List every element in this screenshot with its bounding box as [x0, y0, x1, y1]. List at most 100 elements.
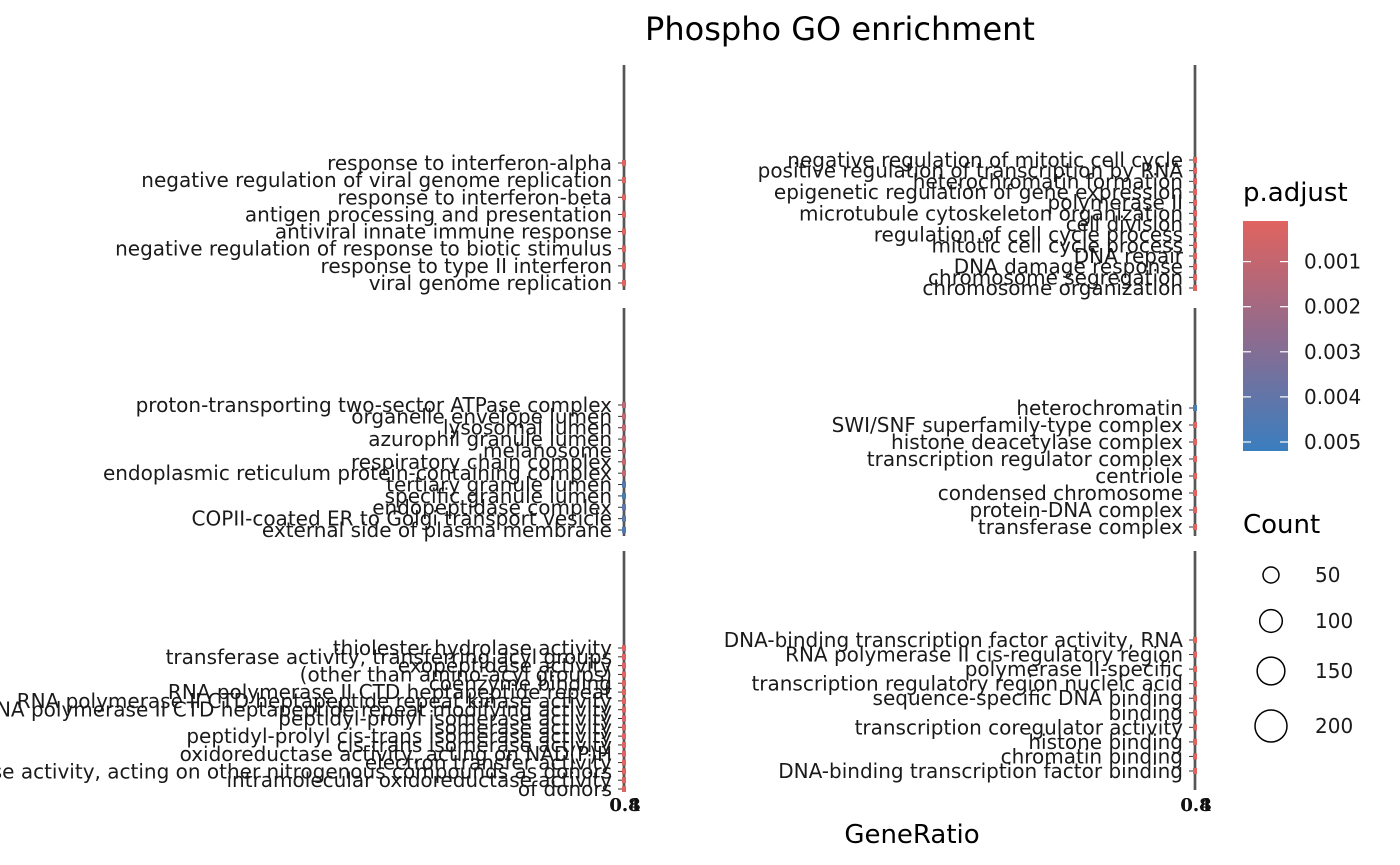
data-point [622, 750, 626, 757]
data-point [1193, 738, 1197, 745]
data-point [622, 413, 626, 420]
y-tick-label: oxidoreductase activity, acting on other… [0, 759, 612, 783]
y-tick-label: RNA polymerase II CTD heptapeptide repea… [0, 698, 612, 722]
y-tick-label: COPII-coated ER to Golgi transport vesic… [192, 507, 612, 531]
size-key-circle [1256, 656, 1286, 686]
data-point [622, 662, 626, 669]
y-tick-label: regulation of cell cycle process [874, 223, 1183, 247]
color-tick-label: 0.002 [1304, 295, 1361, 319]
y-tick-label: negative regulation of viral genome repl… [141, 168, 612, 192]
y-tick-label: lysosomal lumen [443, 416, 612, 440]
data-point [1193, 637, 1197, 643]
size-key-label: 50 [1315, 563, 1340, 587]
data-point [1193, 422, 1197, 428]
data-point [622, 527, 626, 533]
y-tick-label: RNA polymerase II CTD heptapeptide repea… [17, 689, 612, 713]
legend: p.adjust 0.001 0.002 0.003 0.004 0.005 Count… [1243, 178, 1361, 743]
y-tick-label: transferase activity, transferring acyl … [166, 645, 612, 669]
data-point [1193, 666, 1197, 673]
data-point [1193, 210, 1197, 217]
data-point [622, 280, 626, 286]
size-key-label: 100 [1315, 609, 1353, 633]
y-tick-label: DNA repair [1074, 244, 1184, 268]
data-point [1193, 221, 1197, 227]
y-tick-label: epigenetic regulation of gene expression [774, 180, 1183, 204]
y-tick-label: histone binding [1028, 730, 1183, 754]
data-point [1193, 189, 1197, 195]
data-point [622, 715, 626, 722]
y-tick-label: transcription regulatory region nucleic … [751, 672, 1183, 696]
y-tick-label: azurophil granule lumen [368, 427, 612, 451]
y-tick-label: centriole [1095, 464, 1183, 488]
y-tick-label: response to interferon-alpha [327, 151, 612, 175]
data-point [622, 177, 626, 184]
data-point [1193, 405, 1197, 411]
data-point [622, 447, 626, 454]
data-point [1193, 285, 1197, 291]
y-tick-label: binding [1108, 701, 1183, 725]
data-point [1193, 242, 1197, 249]
data-point [622, 470, 626, 477]
y-tick-label: external side of plasma membrane [262, 518, 612, 542]
y-tick-label: endoplasmic reticulum protein-containing… [103, 461, 612, 485]
color-legend-bar [1243, 221, 1288, 451]
data-point [1193, 199, 1197, 206]
data-point [622, 706, 626, 713]
data-point [622, 245, 626, 252]
color-tick-label: 0.004 [1304, 385, 1361, 409]
data-point [622, 194, 626, 201]
chart-title: Phospho GO enrichment [645, 10, 1035, 48]
y-tick-label: chromosome segregation [928, 265, 1183, 289]
x-axis-title: GeneRatio [844, 820, 979, 850]
data-point [622, 653, 626, 660]
data-point [622, 697, 626, 704]
data-point [622, 262, 626, 269]
color-tick-label: 0.003 [1304, 340, 1361, 364]
x-tick-label: 0.8 [609, 795, 640, 816]
size-key-circle [1262, 566, 1280, 584]
data-point [1193, 456, 1197, 462]
y-tick-label: cis-trans isomerase activity [337, 733, 612, 757]
data-point [622, 481, 626, 488]
data-point [622, 160, 626, 166]
y-tick-label: protein-DNA complex [970, 498, 1184, 522]
data-point [1193, 753, 1197, 760]
y-tick-label: peptidyl-prolyl isomerase activity [278, 707, 612, 731]
y-tick-label: sequence-specific DNA binding [873, 686, 1183, 710]
y-tick-label: negative regulation of response to bioti… [115, 237, 612, 261]
y-tick-label: intramolecular oxidoreductase activity [227, 768, 613, 792]
y-tick-label: RNA polymerase II CTD heptapeptide repea… [168, 680, 612, 704]
y-tick-label: histone deacetylase complex [891, 430, 1183, 454]
data-point [622, 768, 626, 775]
y-tick-label: oxidoreductase activity, acting on NAD(P… [180, 742, 612, 766]
y-tick-label: SWI/SNF superfamily-type complex [832, 413, 1183, 437]
y-tick-label: response to type II interferon [321, 254, 612, 278]
y-tick-label: antiviral innate immune response [275, 220, 612, 244]
data-point [622, 724, 626, 731]
y-tick-label: chromatin binding [1001, 744, 1183, 768]
data-point [1193, 231, 1197, 238]
data-point [1193, 473, 1197, 479]
y-tick-label: heterochromatin formation [913, 169, 1183, 193]
y-tick-label: exopeptidase activity [398, 654, 612, 678]
data-point [622, 786, 626, 792]
y-tick-label: polymerase II [1048, 191, 1183, 215]
panel-CC-left: proton-transporting two-sector ATPase co… [103, 308, 626, 542]
data-point [1193, 167, 1197, 174]
size-key-label: 150 [1315, 659, 1353, 683]
size-key-circle [1258, 608, 1284, 634]
y-tick-label: microtubule cytoskeleton organization [799, 201, 1183, 225]
data-point [622, 759, 626, 766]
data-point [1193, 439, 1197, 445]
panel-MF-right: DNA-binding transcription factor activit… [724, 551, 1212, 816]
y-tick-label: (other than amino-acyl groups) [300, 662, 612, 686]
data-point [622, 645, 626, 651]
data-point [622, 504, 626, 511]
data-point [1193, 709, 1197, 716]
data-point [1193, 680, 1197, 687]
data-point [1193, 724, 1197, 731]
y-tick-label: DNA-binding transcription factor binding [778, 759, 1183, 783]
data-point [1193, 507, 1197, 513]
